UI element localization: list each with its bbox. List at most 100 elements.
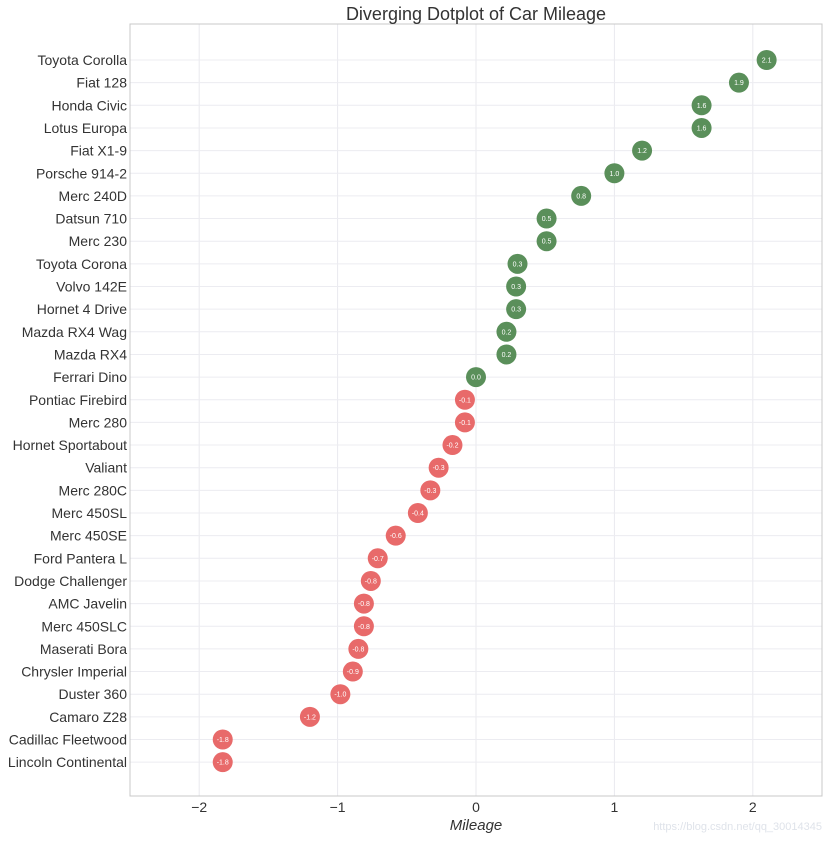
y-tick-label: Dodge Challenger (14, 573, 127, 589)
y-tick-label: Hornet Sportabout (13, 437, 128, 453)
data-point (632, 140, 653, 161)
y-tick-label: Merc 280 (69, 414, 128, 430)
data-point (442, 435, 463, 456)
data-label: -0.1 (459, 420, 471, 427)
data-label: 1.6 (697, 125, 707, 132)
data-label: -0.6 (390, 533, 402, 540)
y-tick-label: Lincoln Continental (8, 754, 127, 770)
data-point (454, 412, 475, 433)
data-point (691, 117, 712, 138)
watermark: https://blog.csdn.net/qq_30014345 (653, 821, 822, 833)
data-label: -0.1 (459, 397, 471, 404)
data-label: 0.3 (511, 284, 521, 291)
data-point (353, 593, 374, 614)
data-label: 1.9 (734, 80, 744, 87)
y-tick-label: Fiat 128 (76, 75, 127, 91)
y-tick-label: Fiat X1-9 (70, 143, 127, 159)
data-label: -0.2 (446, 443, 458, 450)
data-point (506, 276, 527, 297)
data-point (353, 616, 374, 637)
data-label: 0.5 (542, 239, 552, 246)
y-tick-label: Merc 230 (69, 233, 128, 249)
data-label: -0.8 (365, 578, 377, 585)
data-label: -1.8 (217, 760, 229, 767)
y-tick-label: Valiant (85, 460, 127, 476)
y-tick-label: Lotus Europa (44, 120, 127, 136)
y-tick-label: Camaro Z28 (49, 709, 127, 725)
data-point (536, 208, 557, 229)
y-tick-label: Toyota Corona (36, 256, 127, 272)
data-point (756, 50, 777, 70)
grid (130, 24, 822, 796)
x-tick-label: 2 (749, 799, 757, 815)
y-tick-label: Mazda RX4 (54, 346, 127, 362)
y-tick-label: Merc 450SE (50, 528, 127, 544)
y-tick-label: Duster 360 (59, 686, 128, 702)
x-tick-label: 0 (472, 799, 480, 815)
data-label: 0.3 (513, 261, 523, 268)
x-axis-ticks: −2 −1 0 1 2 (191, 799, 757, 815)
data-point (604, 163, 625, 184)
data-label: -1.8 (217, 737, 229, 744)
data-point (348, 638, 369, 659)
y-tick-label: Cadillac Fleetwood (9, 732, 127, 748)
data-label: 1.0 (610, 171, 620, 178)
y-tick-label: Volvo 142E (56, 279, 127, 295)
x-tick-label: −2 (191, 799, 207, 815)
y-tick-label: Mazda RX4 Wag (22, 324, 127, 340)
data-point (330, 684, 351, 705)
y-tick-label: Porsche 914-2 (36, 165, 127, 181)
y-tick-label: Pontiac Firebird (29, 392, 127, 408)
data-point (420, 480, 441, 501)
data-point (496, 344, 517, 365)
y-axis-labels: Toyota Corolla Fiat 128 Honda Civic Lotus E… (8, 52, 127, 770)
data-point (342, 661, 363, 682)
data-label: 2.1 (762, 58, 772, 65)
data-label: -0.3 (433, 465, 445, 472)
data-point (536, 231, 557, 252)
y-tick-label: Merc 450SL (52, 505, 128, 521)
y-tick-label: Chrysler Imperial (21, 664, 127, 680)
data-point (212, 729, 233, 750)
data-label: 0.2 (502, 329, 512, 336)
y-tick-label: Honda Civic (52, 97, 127, 113)
data-point (367, 548, 388, 569)
data-point (728, 72, 749, 93)
data-point (212, 752, 233, 773)
x-tick-label: −1 (330, 799, 346, 815)
y-tick-label: Ferrari Dino (53, 369, 127, 385)
data-label: -0.7 (372, 556, 384, 563)
plot-frame (129, 23, 823, 797)
y-tick-label: Hornet 4 Drive (37, 301, 127, 317)
data-point (466, 367, 486, 388)
x-axis-label: Mileage (450, 817, 503, 834)
data-points: 2.1 1.9 1.6 1.6 1.2 1.0 0.8 0.5 0.5 0.3 0.3 0.3 0.2 0… (212, 50, 777, 773)
data-label: 0.8 (576, 193, 586, 200)
y-tick-label: AMC Javelin (48, 596, 127, 612)
data-label: 0.5 (542, 216, 552, 223)
data-label: 0.2 (502, 352, 512, 359)
data-point (496, 321, 517, 342)
data-point (571, 185, 592, 206)
y-tick-label: Toyota Corolla (38, 52, 128, 68)
data-point (428, 457, 449, 478)
data-label: -0.8 (358, 624, 370, 631)
data-label: 0.0 (471, 375, 481, 382)
y-tick-label: Merc 450SLC (41, 618, 127, 634)
y-tick-label: Ford Pantera L (34, 550, 128, 566)
data-point (691, 95, 712, 116)
y-tick-label: Merc 280C (59, 482, 127, 498)
data-point (507, 253, 528, 274)
data-point (299, 706, 320, 727)
data-point (407, 503, 428, 523)
y-tick-label: Maserati Bora (40, 641, 127, 657)
x-tick-label: 1 (611, 799, 619, 815)
data-label: 1.2 (637, 148, 647, 155)
data-label: -0.4 (412, 511, 424, 518)
data-point (360, 570, 381, 591)
data-label: -1.2 (304, 714, 316, 721)
chart-title: Diverging Dotplot of Car Mileage (346, 4, 606, 24)
data-label: -0.3 (424, 488, 436, 495)
